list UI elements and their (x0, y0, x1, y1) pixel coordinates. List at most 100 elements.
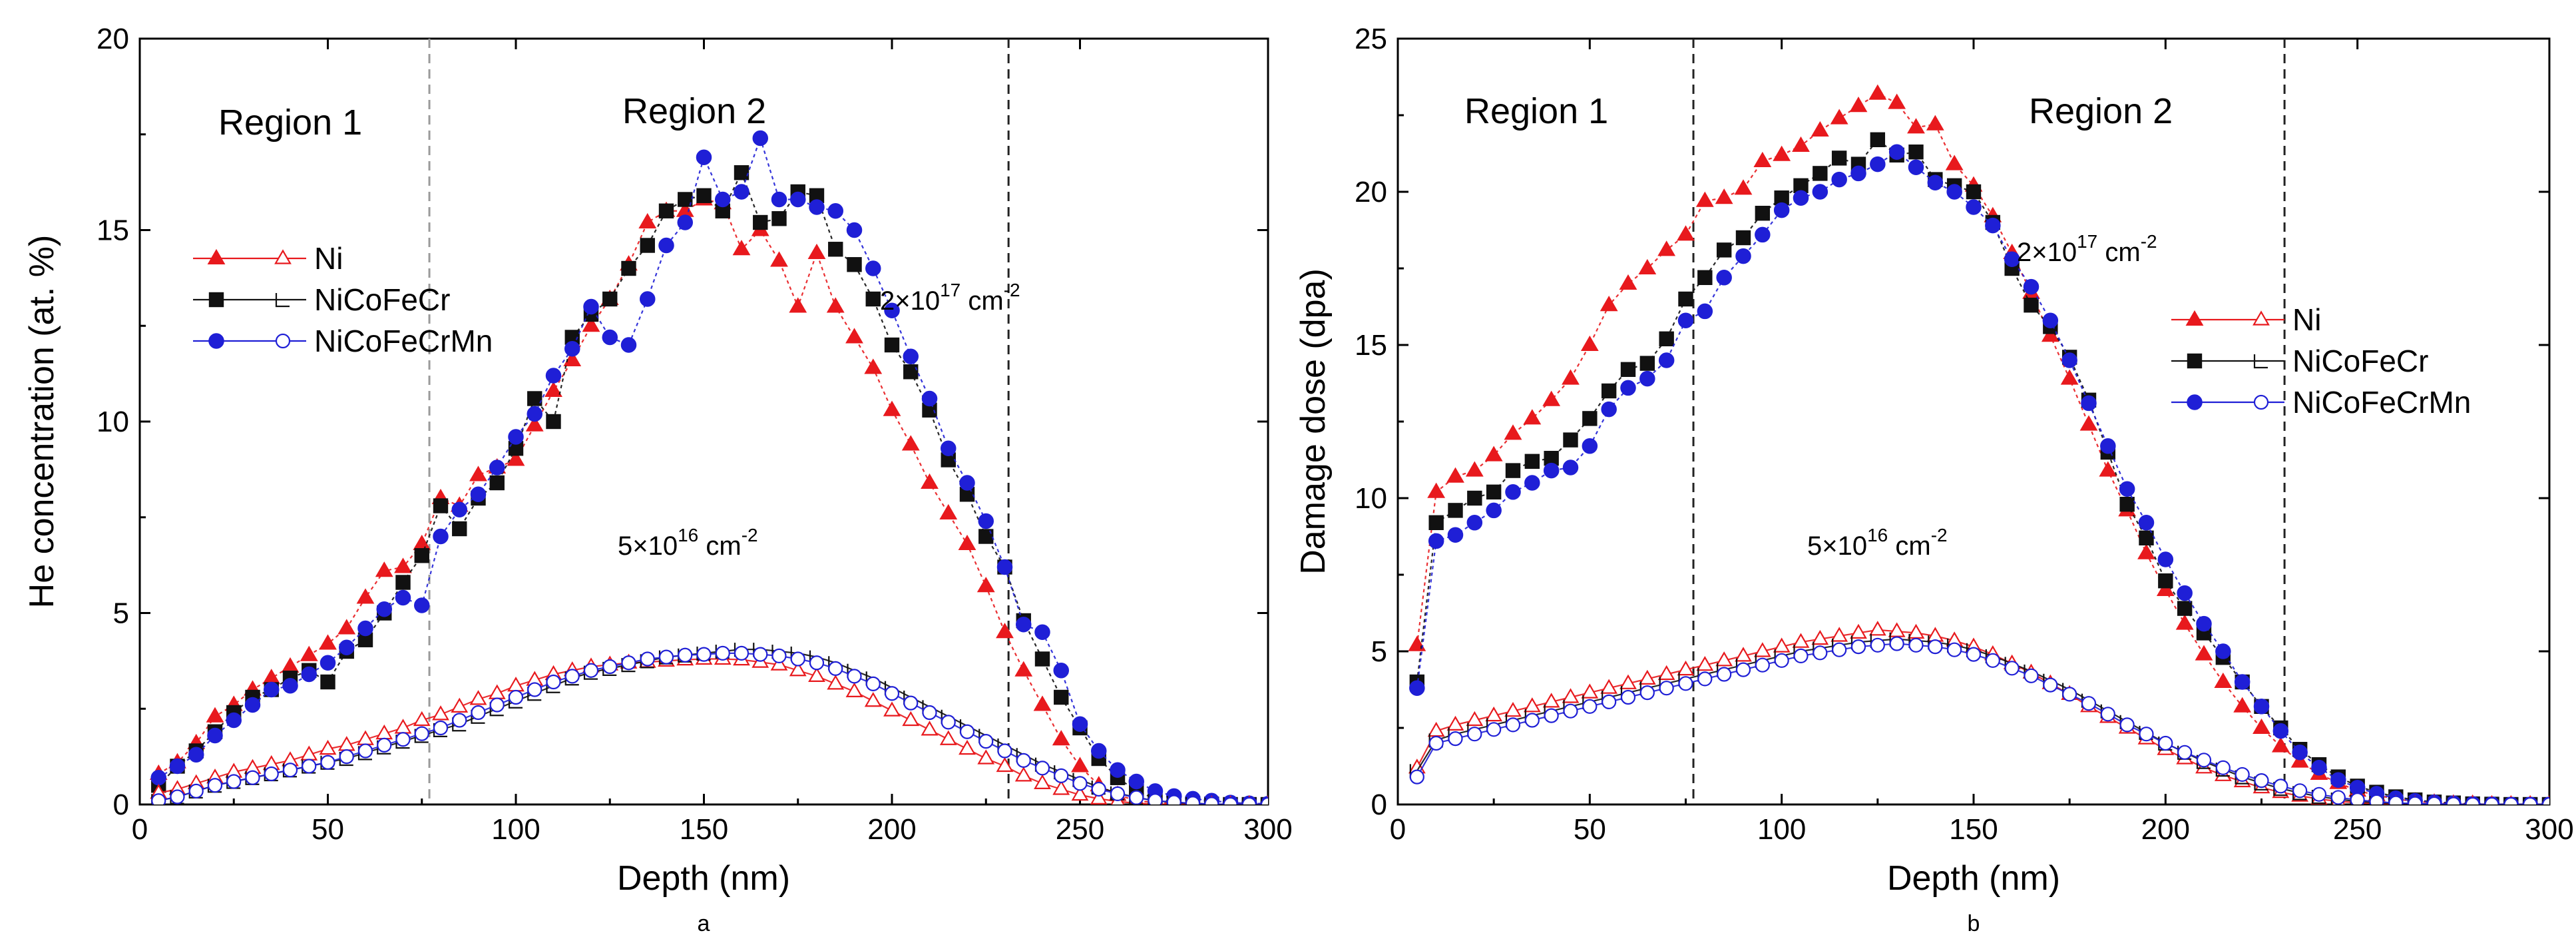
panel-a-nicofecrmn-low-fluence-point (583, 663, 599, 678)
panel-a-nicofecrmn-low-fluence-point (1241, 796, 1257, 804)
panel-b-legend: Ni NiCoFeCr NiCoFeCrMn (2171, 302, 2471, 420)
panel-a-ni-low-fluence-point (789, 661, 807, 677)
panel-b-nicofecrmn-high-fluence-point (1486, 502, 1502, 519)
panel-a-ni-high-fluence-point (864, 358, 883, 374)
panel-b-sublabel: b (1968, 911, 1980, 936)
panel-b-nicofecr-high-fluence-point (1563, 432, 1578, 448)
panel-a-ni-high-fluence-point (375, 561, 393, 577)
panel-a-nicofecrmn-high-fluence-point (527, 406, 542, 422)
panel-b-fluence-low-base: 5×10 (1807, 531, 1867, 561)
panel-b-ni-high-fluence-point (2195, 645, 2213, 661)
panel-b-nicofecrmn-high-fluence-point (1524, 475, 1540, 491)
panel-b-ni-high-fluence-point (1465, 461, 1484, 477)
panel-a-nicofecrmn-high-fluence-point (357, 620, 373, 637)
panel-b-x-tick-label: 150 (1949, 813, 1998, 846)
panel-a-ni-high-fluence-point (525, 416, 544, 432)
panel-a-x-tick-label: 0 (132, 813, 148, 846)
panel-b-ni-low-fluence-point (1562, 688, 1580, 703)
panel-a-x-axis-label: Depth (nm) (617, 859, 790, 898)
panel-a-nicofecrmn-high-fluence-point (865, 260, 881, 276)
panel-b-nicofecrmn-low-fluence-point (2081, 696, 2097, 711)
panel-a-ni-high-fluence-point (732, 240, 751, 256)
panel-a-legend-marker-filled-nicofecrmn (208, 333, 224, 349)
panel-a-ni-low-fluence-point (808, 667, 825, 682)
panel-b-ni-low-fluence-point (1792, 633, 1810, 648)
panel-b-x-tick-label: 100 (1757, 813, 1806, 846)
panel-a-nicofecrmn-high-fluence-point (1053, 663, 1069, 679)
panel-b-nicofecrmn-low-fluence-point (1678, 676, 1693, 691)
panel-b-ni-low-fluence-point (1696, 656, 1714, 671)
panel-b-ni-high-fluence-point (1427, 482, 1446, 498)
panel-b-nicofecrmn-low-fluence-point (1505, 717, 1521, 733)
panel-a-x-tick-label: 200 (867, 813, 916, 846)
panel-a-nicofecrmn-high-fluence-point (169, 758, 186, 775)
panel-a-nicofecrmn-low-fluence-point (1129, 790, 1144, 804)
panel-a-nicofecr-high-fluence-point (734, 165, 750, 180)
panel-a-ni-high-fluence-point (394, 557, 412, 573)
panel-b-nicofecr-high-fluence-point (1639, 356, 1655, 371)
panel-b-nicofecrmn-high-fluence-point (1908, 159, 1924, 175)
panel-b-legend-marker-open-nicofecrmn (2253, 394, 2269, 410)
panel-b-nicofecrmn-low-fluence-point (2446, 796, 2461, 804)
panel-b-nicofecrmn-low-fluence-point (1409, 769, 1424, 785)
panel-b-nicofecrmn-low-fluence-point (2004, 661, 2020, 676)
panel-a-nicofecrmn-low-fluence-point (1016, 753, 1031, 768)
panel-a-ni-high-fluence-point (883, 400, 901, 416)
panel-a-nicofecrmn-high-fluence-point (282, 678, 298, 694)
panel-b-nicofecrmn-high-fluence-point (1505, 484, 1521, 500)
panel-a-nicofecrmn-low-fluence-point (847, 669, 862, 684)
panel-a-nicofecrmn-low-fluence-point (245, 770, 260, 785)
panel-b-y-tick-label: 10 (1355, 482, 1387, 515)
panel-b-ni-low-fluence-point (1600, 679, 1618, 694)
panel-b-nicofecrmn-low-fluence-point (1697, 671, 1713, 687)
panel-b-fluence-low-exp: 16 (1867, 525, 1888, 545)
panel-b-nicofecrmn-low-fluence-point (1602, 694, 1617, 710)
panel-a-ni-low-fluence-point (319, 739, 337, 755)
panel-b-nicofecr-high-fluence-point (1735, 230, 1751, 246)
panel-a-fluence-high-label: 2×1017 cm-2 (880, 280, 1020, 316)
panel-b-nicofecrmn-high-fluence-point (2100, 438, 2116, 454)
panel-a-nicofecrmn-high-fluence-point (414, 597, 430, 613)
panel-b-nicofecrmn-high-fluence-point (1658, 352, 1675, 368)
panel-b-nicofecrmn-low-fluence-point (2043, 677, 2058, 693)
panel-b-series-ni-high-fluence (1408, 84, 2549, 804)
panel-a-series-nicofecrmn-high-fluence (150, 130, 1268, 804)
panel-b-nicofecrmn-low-fluence-point (2484, 796, 2499, 804)
panel-b-nicofecrmn-low-fluence-point (1467, 727, 1482, 742)
panel-a-series-nicofecrmn-low-fluence (151, 645, 1268, 804)
panel-b-nicofecrmn-low-fluence-point (1620, 689, 1636, 705)
panel-b-nicofecrmn-low-fluence-point (1870, 637, 1885, 653)
panel-b-x-tick-labels: 0 50 100 150 200 250 300 (1390, 813, 2574, 846)
panel-a-nicofecrmn-high-fluence-point (489, 460, 505, 475)
panel-a-nicofecrmn-low-fluence-point (621, 655, 636, 671)
panel-b-nicofecrmn-high-fluence-point (1946, 184, 1962, 200)
panel-a-nicofecrmn-low-fluence-point (546, 674, 561, 690)
panel-a-fluence-high-unit-exp: -2 (1004, 280, 1020, 300)
panel-b-ni-high-fluence-point (1695, 191, 1714, 207)
panel-a-nicofecrmn-high-fluence-point (226, 712, 242, 729)
panel-b-ni-high-fluence-point (1830, 109, 1848, 125)
panel-b-nicofecr-high-fluence-point (1659, 331, 1674, 347)
panel-b-ni-high-fluence-point (1619, 274, 1637, 290)
panel-a-nicofecrmn-high-fluence-point (1091, 743, 1107, 759)
panel-a-nicofecrmn-high-fluence-point (508, 429, 524, 445)
panel-b-ni-high-fluence-point (1504, 424, 1522, 440)
panel-a-nicofecrmn-low-fluence-point (339, 749, 354, 765)
panel-a-ni-low-fluence-point (770, 655, 788, 671)
panel-a-nicofecr-high-fluence-point (489, 475, 505, 491)
panel-a-y-tick-label: 0 (113, 789, 129, 821)
panel-b-x-axis-label: Depth (nm) (1887, 859, 2060, 898)
panel-b-nicofecrmn-low-fluence-point (1985, 653, 2000, 668)
panel-b-nicofecr-high-fluence-point (1486, 484, 1502, 499)
panel-a-ni-high-fluence-point (544, 381, 562, 397)
panel-b-nicofecrmn-low-fluence-point (2426, 796, 2442, 804)
panel-b-nicofecrmn-low-fluence-point (2311, 787, 2327, 802)
panel-b-nicofecrmn-high-fluence-point (1850, 165, 1866, 182)
panel-b-ni-low-fluence-point (1753, 642, 1771, 657)
panel-b-nicofecr-low-fluence-line (1416, 638, 2549, 804)
panel-b-ni-low-fluence-point (1504, 702, 1522, 717)
panel-b-series-nicofecr-high-fluence (1409, 132, 2549, 804)
panel-b-nicofecrmn-high-fluence-point (1716, 270, 1732, 286)
panel-a-nicofecrmn-low-fluence-point (207, 778, 223, 793)
panel-b-legend-marker-filled-nicofecrmn (2187, 394, 2203, 410)
